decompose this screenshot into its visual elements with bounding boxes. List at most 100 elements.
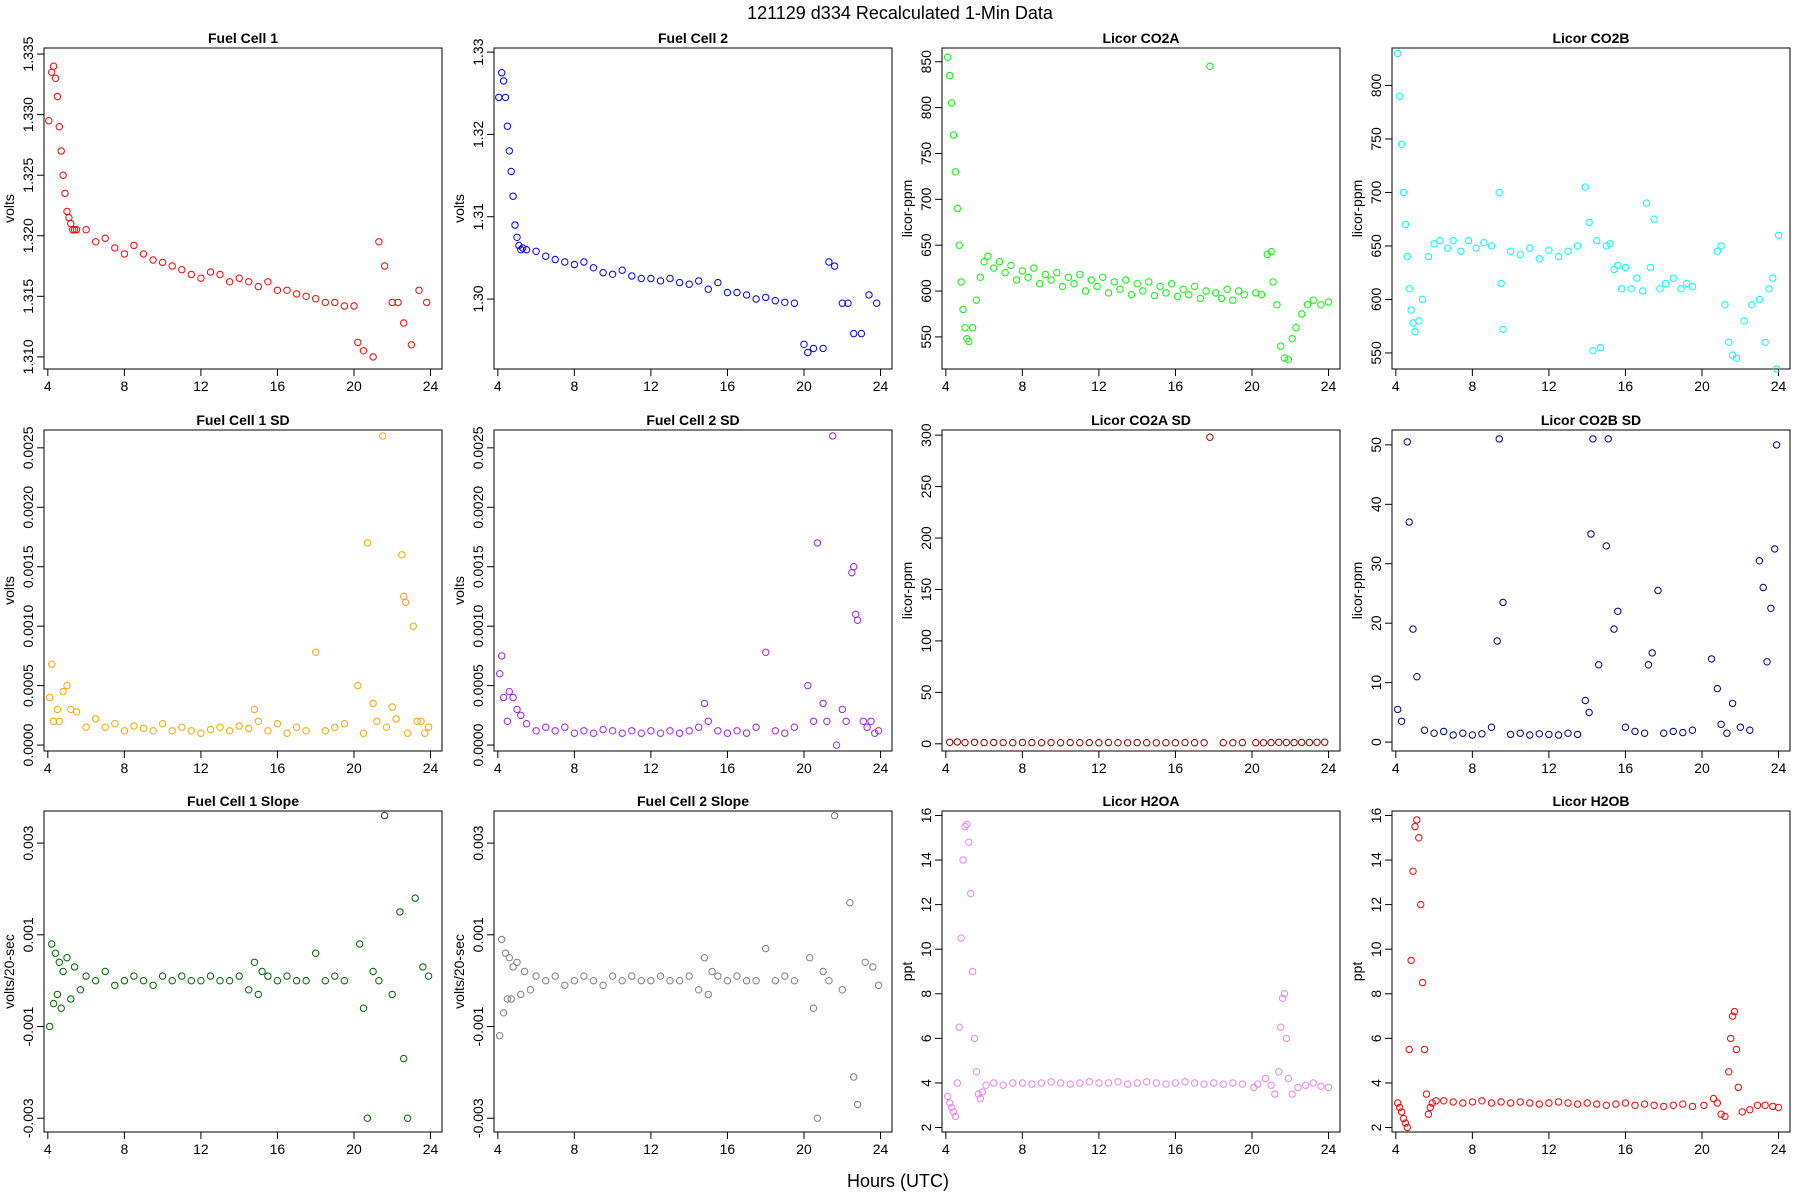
data-point	[1443, 244, 1452, 252]
data-point	[589, 729, 598, 737]
data-point	[1399, 188, 1408, 197]
data-point	[392, 715, 400, 723]
data-point	[946, 71, 954, 80]
x-tick-label: 12	[1091, 760, 1107, 776]
x-tick-label: 4	[1392, 760, 1400, 776]
data-point	[168, 262, 176, 270]
data-point	[1449, 236, 1457, 245]
data-point	[762, 944, 770, 953]
data-point	[498, 69, 506, 77]
data-point	[517, 711, 525, 719]
data-point	[130, 241, 138, 250]
data-point	[976, 273, 984, 281]
data-point	[407, 341, 416, 349]
data-point	[1401, 220, 1410, 229]
data-point	[1415, 317, 1423, 325]
panel-title: Fuel Cell 1	[208, 30, 278, 46]
y-tick-label: 8	[1368, 990, 1384, 998]
data-point	[1612, 1100, 1620, 1108]
data-point	[1661, 279, 1670, 288]
data-point	[413, 717, 421, 725]
y-tick-label: 8	[918, 990, 934, 998]
x-tick-label: 8	[120, 378, 128, 394]
data-point	[1596, 343, 1605, 352]
x-tick-label: 4	[942, 760, 950, 776]
x-tick-label: 24	[1771, 1141, 1787, 1157]
data-point	[120, 727, 129, 735]
data-point	[1394, 1099, 1402, 1107]
data-point	[637, 274, 645, 283]
data-point	[1631, 727, 1639, 736]
data-point	[509, 192, 517, 200]
data-point	[1648, 649, 1656, 657]
data-point	[1133, 1079, 1141, 1087]
data-point	[423, 298, 431, 307]
data-point	[723, 729, 732, 737]
data-point	[424, 972, 433, 980]
data-point	[1133, 280, 1141, 288]
data-point	[666, 274, 674, 283]
data-point	[1001, 269, 1009, 277]
y-axis-label: volts/20-sec	[1, 934, 17, 1009]
data-point	[235, 274, 243, 282]
data-point	[980, 258, 988, 266]
data-point	[1269, 278, 1277, 286]
data-point	[976, 1094, 984, 1103]
data-point	[507, 995, 515, 1003]
data-point	[1650, 1101, 1658, 1110]
data-point	[1238, 1080, 1247, 1088]
data-point	[955, 241, 963, 249]
data-point	[340, 720, 349, 728]
data-point	[1292, 324, 1300, 332]
data-point	[65, 213, 73, 222]
data-point	[111, 981, 119, 989]
data-point	[830, 262, 839, 270]
data-point	[1394, 49, 1402, 58]
x-tick-label: 24	[873, 1141, 889, 1157]
data-point	[369, 967, 377, 976]
data-point	[509, 693, 517, 702]
data-point	[51, 949, 60, 957]
x-tick-label: 8	[120, 1141, 128, 1157]
data-point	[1717, 720, 1725, 728]
data-point	[1085, 1078, 1094, 1086]
data-point	[1240, 291, 1249, 299]
data-point	[1516, 729, 1524, 737]
data-point	[1506, 1099, 1515, 1107]
x-tick-label: 24	[423, 760, 439, 776]
data-point	[813, 539, 822, 547]
data-point	[1585, 218, 1593, 227]
data-point	[953, 1079, 961, 1087]
data-point	[1095, 739, 1103, 747]
data-point	[1282, 1034, 1291, 1043]
data-point	[1007, 261, 1015, 270]
y-tick-label: 1.31	[470, 203, 486, 230]
data-point	[264, 972, 272, 980]
data-point	[48, 660, 56, 668]
data-point	[206, 268, 215, 276]
y-tick-label: 30	[1368, 556, 1384, 572]
data-point	[59, 171, 67, 179]
data-point	[695, 986, 703, 994]
data-point	[513, 705, 521, 714]
data-point	[1640, 1100, 1649, 1108]
data-point	[829, 432, 837, 440]
data-point	[1753, 1101, 1762, 1110]
data-point	[245, 986, 253, 994]
data-point	[714, 278, 722, 287]
plot-frame	[941, 810, 1341, 1133]
data-point	[380, 262, 389, 270]
data-point	[944, 1092, 952, 1101]
y-tick-label: 12	[1368, 897, 1384, 913]
data-point	[1506, 247, 1515, 256]
data-point	[637, 729, 645, 737]
data-point	[1422, 1090, 1431, 1098]
data-point	[520, 967, 529, 976]
y-tick-label: 2	[1368, 1123, 1384, 1131]
data-point	[1156, 282, 1164, 291]
data-point	[1736, 723, 1745, 731]
data-point	[771, 727, 779, 735]
